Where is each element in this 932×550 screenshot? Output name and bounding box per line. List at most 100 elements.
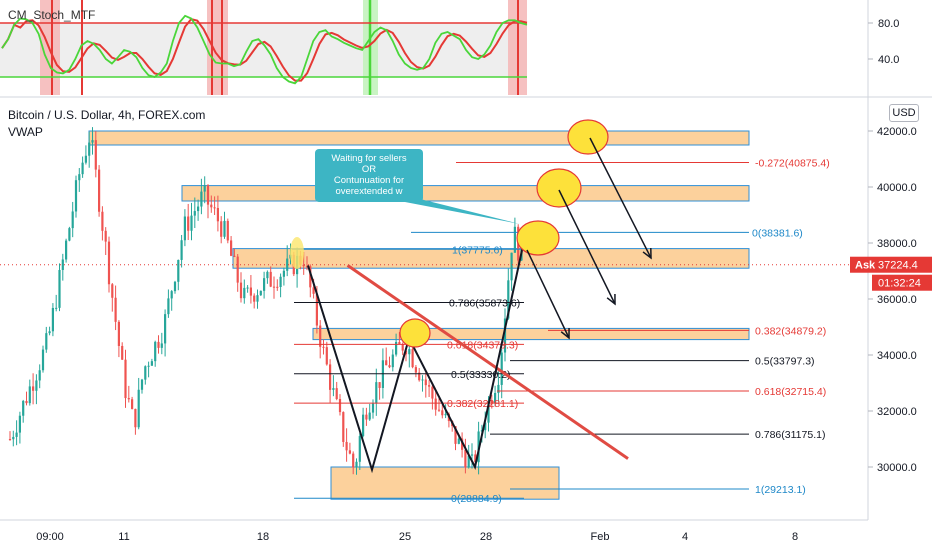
candle-body: [91, 140, 94, 143]
candle-body: [362, 414, 365, 437]
candle-body: [55, 307, 58, 309]
target-highlight-3: [399, 318, 431, 348]
candle-body: [355, 461, 358, 468]
candle-body: [497, 384, 500, 394]
candle-body: [41, 349, 45, 371]
candle-body: [418, 372, 421, 381]
candle-body: [98, 169, 101, 212]
candle-body: [302, 264, 305, 267]
projection-arrow-head-2: [560, 327, 570, 340]
fib-label: 0(28884.9): [451, 493, 502, 505]
currency-button[interactable]: USD: [889, 104, 919, 122]
candle-body: [173, 281, 177, 292]
candle-body: [470, 454, 474, 456]
candle-group: [8, 127, 523, 475]
candle-body: [494, 393, 497, 404]
fib-label: 0.618(32715.4): [755, 386, 826, 398]
candle-body: [378, 382, 381, 388]
candle-body: [18, 415, 21, 433]
candle-body: [246, 287, 249, 289]
ask-price: 37224.4: [878, 260, 918, 272]
target-highlight-0: [567, 119, 609, 155]
stoch-axis-label: 40.0: [878, 54, 899, 66]
candle-body: [65, 240, 68, 260]
candle-body: [276, 286, 279, 288]
candle-body: [461, 438, 464, 450]
time-axis-label: Feb: [591, 531, 610, 543]
candle-body: [385, 360, 388, 366]
candle-body: [375, 382, 378, 404]
candle-body: [408, 349, 411, 355]
candle-body: [286, 258, 289, 271]
candle-body: [35, 380, 38, 391]
candle-body: [474, 454, 477, 463]
fib-label: 0.382(32281.1): [447, 398, 518, 410]
time-axis-label: 25: [399, 531, 411, 543]
candle-body: [312, 287, 315, 294]
candle-body: [358, 436, 361, 462]
candle-body: [401, 344, 404, 351]
stoch-axis-label: 80.0: [878, 18, 899, 30]
target-highlight-1: [536, 168, 582, 208]
candle-body: [507, 280, 510, 319]
candle-body: [411, 349, 414, 368]
candle-body: [127, 398, 130, 400]
candle-body: [71, 211, 74, 229]
target-highlight-2: [516, 220, 560, 256]
candle-body: [352, 453, 355, 468]
candle-body: [193, 211, 196, 216]
candle-body: [147, 365, 150, 367]
candle-body: [457, 438, 460, 444]
candle-body: [111, 284, 114, 298]
candle-body: [368, 412, 371, 420]
candle-body: [206, 185, 210, 205]
candle-body: [22, 400, 25, 416]
time-axis-label: 4: [682, 531, 688, 543]
candle-body: [391, 354, 394, 368]
callout-pointer: [405, 199, 520, 224]
time-axis-label: 11: [118, 531, 129, 543]
candle-body: [12, 436, 15, 440]
callout-line-2: OR: [361, 164, 377, 175]
projection-arrow-head-0: [642, 247, 652, 260]
fib-label: 0.786(35873.6): [449, 298, 520, 310]
candle-body: [38, 370, 41, 381]
candle-body: [203, 185, 206, 192]
candle-body: [190, 215, 193, 231]
candle-body: [45, 333, 48, 350]
candle-body: [503, 318, 507, 353]
price-axis-label: 40000.0: [877, 182, 917, 194]
candle-body: [332, 388, 335, 390]
candle-body: [269, 271, 272, 287]
candle-body: [160, 343, 163, 348]
candle-body: [315, 293, 318, 326]
price-axis-label: 42000.0: [877, 126, 917, 138]
candle-body: [329, 364, 332, 390]
trendline: [346, 264, 629, 460]
stoch-highlight-1: [207, 0, 228, 95]
candle-body: [487, 400, 490, 423]
candle-body: [81, 162, 84, 175]
candle-body: [510, 252, 513, 281]
candle-body: [233, 255, 236, 257]
candle-body: [104, 230, 107, 242]
pivot-highlight: [290, 237, 304, 269]
candle-body: [272, 286, 276, 288]
candle-body: [230, 240, 233, 256]
candle-body: [490, 400, 493, 404]
zone-39700: [181, 185, 750, 202]
candle-body: [513, 226, 516, 253]
ask-label: Ask: [855, 260, 876, 272]
candle-body: [444, 413, 447, 416]
callout-line-1: Waiting for sellers: [331, 153, 407, 164]
candle-body: [150, 361, 153, 366]
candle-body: [134, 408, 137, 428]
candle-body: [101, 211, 104, 231]
candle-body: [253, 295, 256, 302]
fib-label: 0(38381.6): [752, 227, 803, 239]
candle-body: [263, 278, 266, 291]
candle-body: [84, 155, 87, 163]
candle-body: [164, 314, 167, 344]
callout-note: Waiting for sellers OR Contunuation for …: [315, 149, 423, 202]
